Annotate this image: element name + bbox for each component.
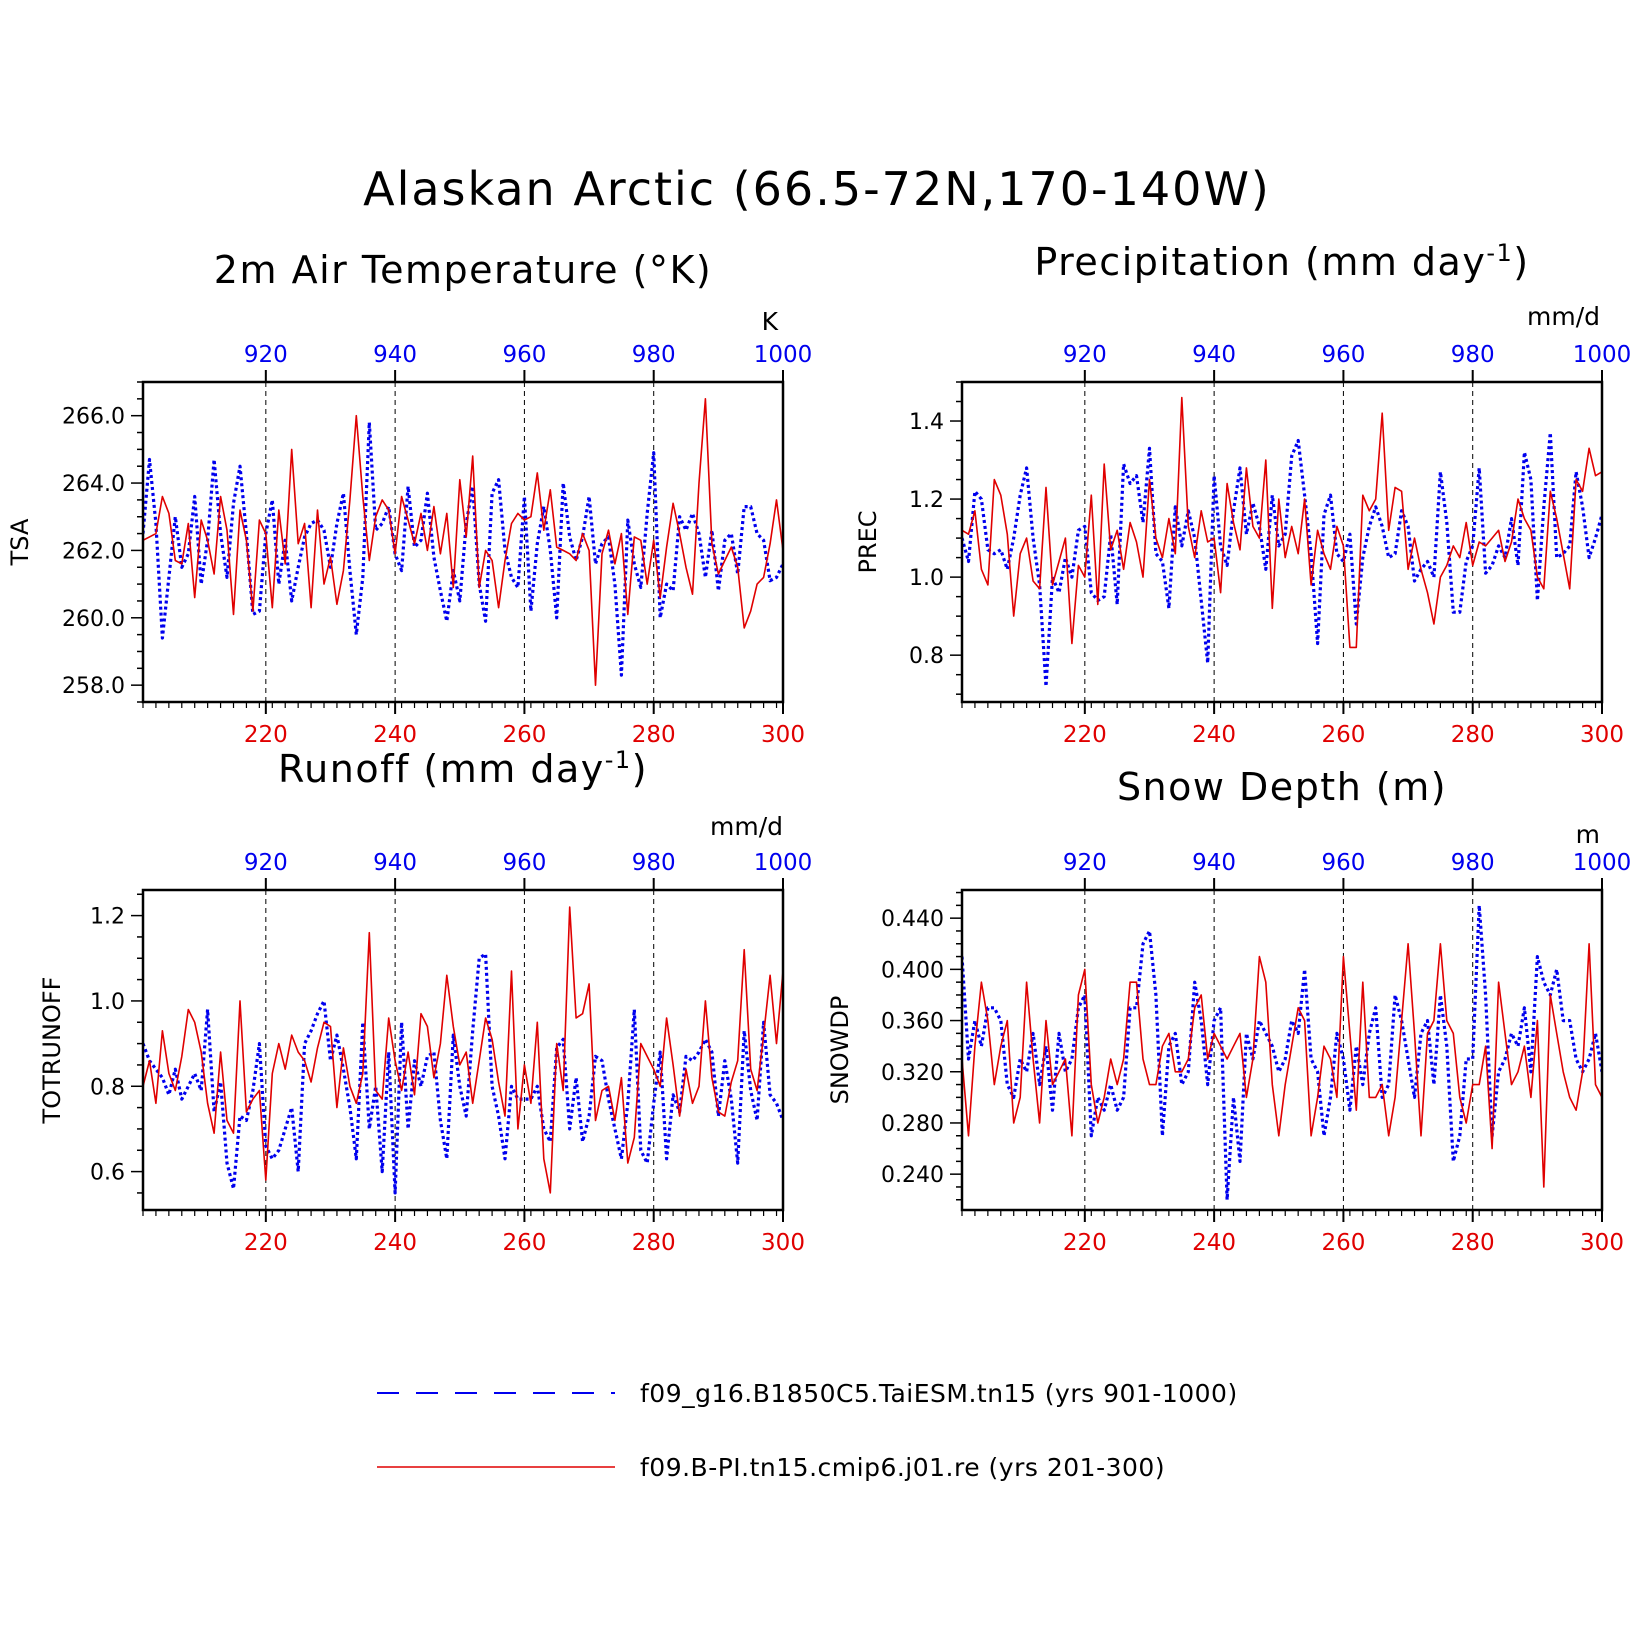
runoff-x-bottom-tick-label: 240 (373, 1230, 417, 1256)
tsa-y-tick-label: 264.0 (62, 472, 125, 497)
prec-title-end: ) (1513, 240, 1529, 284)
snowdp-series-taiesm (962, 903, 1602, 1202)
runoff-y-tick-label: 1.0 (90, 990, 125, 1015)
prec-y-tick-label: 1.4 (909, 410, 944, 435)
runoff-x-bottom-tick-label: 280 (632, 1230, 676, 1256)
tsa-series-cmip6 (143, 397, 783, 687)
snowdp-x-bottom-tick-label: 300 (1580, 1230, 1624, 1256)
runoff-x-top-tick-label: 1000 (754, 850, 813, 876)
tsa-x-bottom-tick-label: 240 (373, 722, 417, 748)
snowdp-x-top-tick-label: 940 (1192, 850, 1236, 876)
snowdp-plot-frame (960, 888, 1604, 1212)
runoff-x-bottom-tick-label: 220 (244, 1230, 288, 1256)
prec-title-superscript: -1 (1486, 239, 1513, 267)
prec-x-top-tick-label: 920 (1063, 342, 1107, 368)
tsa-x-top-tick-label: 1000 (754, 342, 813, 368)
figure-title: Alaskan Arctic (66.5-72N,170-140W) (363, 162, 1271, 216)
panels-group: 2m Air Temperature (°K) K TSA 258.0 260.0 262… (6, 239, 1631, 1256)
runoff-x-top-tick-label: 960 (502, 850, 546, 876)
prec-x-bottom-tick-label: 280 (1451, 722, 1495, 748)
snowdp-x-bottom-tick-label: 220 (1063, 1230, 1107, 1256)
snowdp-y-tick-label: 0.280 (881, 1112, 944, 1137)
snowdp-y-axis-label: SNOWDP (826, 996, 854, 1105)
legend: f09_g16.B1850C5.TaiESM.tn15 (yrs 901-100… (377, 1379, 1238, 1482)
runoff-series-cmip6 (143, 906, 783, 1194)
snowdp-y-tick-label: 0.320 (881, 1061, 944, 1086)
prec-series-taiesm (962, 431, 1602, 689)
snowdp-unit-label: m (1576, 820, 1600, 849)
prec-plot-frame (960, 380, 1604, 704)
tsa-x-top-tick-label: 960 (502, 342, 546, 368)
legend-label-cmip6: f09.B-PI.tn15.cmip6.j01.re (yrs 201-300) (640, 1453, 1165, 1482)
runoff-y-tick-label: 1.2 (90, 905, 125, 930)
panel-runoff: Runoff (mm day-1) mm/d TOTRUNOFF 0.6 0.8 1.0 1… (38, 746, 812, 1256)
prec-x-bottom-tick-label: 300 (1580, 722, 1624, 748)
snowdp-x-bottom-tick-label: 260 (1321, 1230, 1365, 1256)
tsa-y-axis-label: TSA (6, 518, 34, 566)
snowdp-x-top-tick-label: 980 (1451, 850, 1495, 876)
prec-y-tick-label: 1.2 (909, 488, 944, 513)
tsa-unit-label: K (762, 307, 779, 336)
prec-x-bottom-tick-label: 240 (1192, 722, 1236, 748)
runoff-x-bottom-tick-label: 260 (502, 1230, 546, 1256)
snowdp-panel-title: Snow Depth (m) (1117, 765, 1447, 809)
panel-prec: Precipitation (mm day-1) mm/d PREC 0.8 1.0 1.… (854, 239, 1631, 748)
snowdp-series-cmip6 (962, 942, 1602, 1188)
snowdp-y-tick-label: 0.240 (881, 1163, 944, 1188)
snowdp-x-top-tick-label: 920 (1063, 850, 1107, 876)
prec-x-bottom-tick-label: 220 (1063, 722, 1107, 748)
snowdp-y-tick-label: 0.360 (881, 1010, 944, 1035)
prec-x-top-tick-label: 960 (1321, 342, 1365, 368)
prec-y-axis-label: PREC (854, 510, 882, 573)
snowdp-x-top-tick-label: 1000 (1573, 850, 1632, 876)
snowdp-x-top-tick-label: 960 (1321, 850, 1365, 876)
snowdp-x-bottom-tick-label: 240 (1192, 1230, 1236, 1256)
runoff-plot-frame (141, 888, 785, 1212)
prec-x-top-tick-label: 1000 (1573, 342, 1632, 368)
runoff-x-top-tick-label: 920 (244, 850, 288, 876)
panel-tsa: 2m Air Temperature (°K) K TSA 258.0 260.0 262… (6, 248, 812, 748)
snowdp-x-bottom-tick-label: 280 (1451, 1230, 1495, 1256)
panel-snowdp: Snow Depth (m) m SNOWDP 0.240 0.280 0.320 0.36… (826, 765, 1631, 1256)
tsa-y-tick-label: 262.0 (62, 539, 125, 564)
runoff-title-end: ) (632, 747, 648, 791)
tsa-x-bottom-tick-label: 300 (761, 722, 805, 748)
tsa-y-tick-label: 258.0 (62, 674, 125, 699)
tsa-x-bottom-tick-label: 220 (244, 722, 288, 748)
runoff-y-tick-label: 0.6 (90, 1161, 125, 1186)
runoff-panel-title: Runoff (mm day-1) (278, 746, 648, 791)
runoff-x-top-tick-label: 980 (632, 850, 676, 876)
tsa-x-top-tick-label: 920 (244, 342, 288, 368)
tsa-x-bottom-tick-label: 260 (502, 722, 546, 748)
tsa-x-bottom-tick-label: 280 (632, 722, 676, 748)
tsa-plot-frame (141, 380, 785, 704)
runoff-x-bottom-tick-label: 300 (761, 1230, 805, 1256)
snowdp-y-tick-label: 0.440 (881, 907, 944, 932)
tsa-panel-title: 2m Air Temperature (°K) (214, 248, 712, 292)
runoff-title-superscript: -1 (605, 746, 632, 774)
prec-unit-label: mm/d (1527, 302, 1600, 331)
runoff-unit-label: mm/d (710, 812, 783, 841)
prec-x-top-tick-label: 940 (1192, 342, 1236, 368)
tsa-x-top-tick-label: 980 (632, 342, 676, 368)
prec-panel-title: Precipitation (mm day-1) (1034, 239, 1529, 284)
tsa-series-taiesm (143, 420, 783, 677)
runoff-y-axis-label: TOTRUNOFF (38, 977, 66, 1125)
legend-label-taiesm: f09_g16.B1850C5.TaiESM.tn15 (yrs 901-100… (640, 1379, 1238, 1408)
prec-series-cmip6 (962, 396, 1602, 649)
runoff-x-top-tick-label: 940 (373, 850, 417, 876)
prec-y-tick-label: 0.8 (909, 644, 944, 669)
prec-y-tick-label: 1.0 (909, 566, 944, 591)
tsa-y-tick-label: 266.0 (62, 405, 125, 430)
runoff-y-tick-label: 0.8 (90, 1075, 125, 1100)
snowdp-y-tick-label: 0.400 (881, 958, 944, 983)
prec-x-top-tick-label: 980 (1451, 342, 1495, 368)
tsa-y-tick-label: 260.0 (62, 607, 125, 632)
tsa-x-top-tick-label: 940 (373, 342, 417, 368)
prec-x-bottom-tick-label: 260 (1321, 722, 1365, 748)
